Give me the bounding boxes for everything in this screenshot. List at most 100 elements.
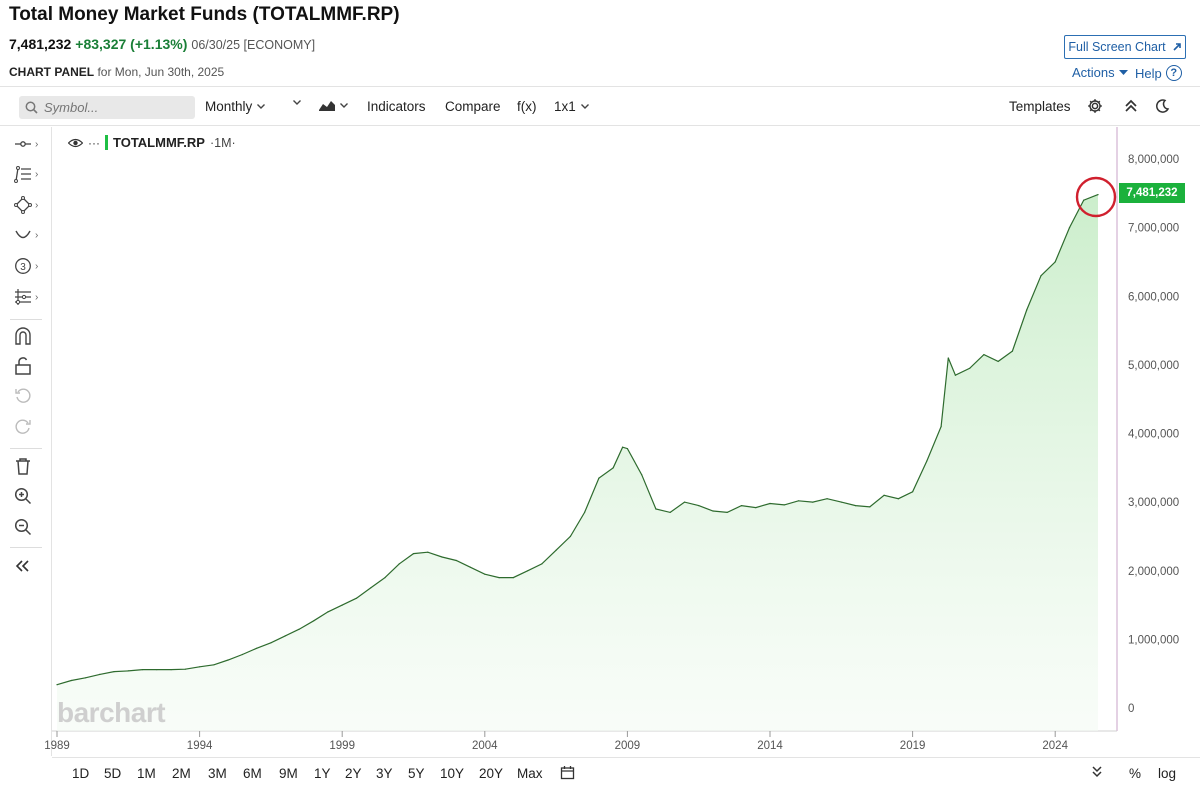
chevron-down-icon: [580, 104, 589, 109]
data-point: [954, 374, 957, 376]
data-point: [1054, 261, 1056, 263]
redo-button[interactable]: [14, 415, 50, 439]
data-point: [883, 494, 885, 496]
y-tick-label: 3,000,000: [1128, 497, 1179, 509]
data-point: [655, 508, 657, 510]
interval-dropdown[interactable]: Monthly: [205, 99, 266, 114]
range-button-1y[interactable]: 1Y: [314, 766, 331, 781]
y-tick-label: 6,000,000: [1128, 291, 1179, 303]
data-point: [812, 501, 814, 503]
data-point: [926, 460, 928, 462]
divider: [10, 319, 42, 320]
data-point: [341, 604, 343, 606]
data-point: [427, 551, 429, 553]
curve-tools-button[interactable]: ›: [14, 223, 50, 247]
data-point: [227, 659, 229, 661]
chevron-right-icon: ›: [35, 229, 39, 241]
lock-button[interactable]: [14, 354, 50, 378]
quote-date: 06/30/25 [ECONOMY]: [191, 38, 316, 52]
more-options-icon[interactable]: ···: [88, 135, 100, 150]
fib-tools-button[interactable]: ›: [14, 162, 50, 186]
range-button-5y[interactable]: 5Y: [408, 766, 425, 781]
magnet-button[interactable]: [14, 324, 50, 348]
range-button-max[interactable]: Max: [517, 766, 543, 781]
data-point: [797, 500, 800, 502]
actions-menu[interactable]: Actions: [1072, 65, 1128, 80]
range-button-1m[interactable]: 1M: [137, 766, 156, 781]
function-button[interactable]: f(x): [517, 99, 537, 114]
range-button-3m[interactable]: 3M: [208, 766, 227, 781]
help-link[interactable]: Help ?: [1135, 65, 1182, 81]
range-button-5d[interactable]: 5D: [104, 766, 122, 781]
numbered-pattern-icon: 3: [15, 258, 31, 274]
percent-scale-button[interactable]: %: [1129, 766, 1142, 781]
data-point: [755, 507, 757, 509]
range-button-6m[interactable]: 6M: [243, 766, 262, 781]
delete-drawings-button[interactable]: [14, 454, 50, 478]
range-button-2m[interactable]: 2M: [172, 766, 191, 781]
indicators-button[interactable]: Indicators: [367, 99, 426, 114]
magnet-icon: [15, 327, 31, 345]
data-point: [412, 553, 415, 555]
templates-button[interactable]: Templates: [1009, 99, 1071, 114]
data-point: [199, 666, 201, 668]
data-point: [256, 647, 258, 649]
date-picker-button[interactable]: [560, 765, 575, 783]
chart-panel-label: CHART PANEL: [9, 65, 95, 79]
full-screen-chart-button[interactable]: Full Screen Chart: [1064, 35, 1186, 59]
range-button-9m[interactable]: 9M: [279, 766, 298, 781]
data-point: [1011, 350, 1014, 352]
range-expand-button[interactable]: [1091, 765, 1103, 782]
pattern-tools-button[interactable]: 3 ›: [14, 254, 50, 278]
shape-tools-button[interactable]: ›: [14, 193, 50, 217]
series-line: [56, 194, 1099, 686]
collapse-toolbar-button[interactable]: [14, 554, 50, 578]
range-button-1d[interactable]: 1D: [72, 766, 90, 781]
range-button-10y[interactable]: 10Y: [440, 766, 465, 781]
data-point: [1068, 227, 1071, 229]
compare-button[interactable]: Compare: [445, 99, 501, 114]
collapse-header-button[interactable]: [1124, 98, 1138, 114]
y-tick-label: 1,000,000: [1128, 634, 1179, 646]
layout-dropdown[interactable]: 1x1: [554, 99, 590, 114]
chart-type-dropdown[interactable]: [319, 99, 349, 111]
help-label: Help: [1135, 65, 1162, 81]
symbol-search[interactable]: [19, 96, 195, 119]
divider: [10, 448, 42, 449]
line-tools-button[interactable]: ›: [14, 132, 50, 156]
eye-icon[interactable]: [68, 138, 83, 148]
data-point: [541, 563, 543, 565]
line-tool-icon: [15, 141, 31, 147]
data-point: [740, 505, 743, 507]
measure-tools-button[interactable]: ›: [14, 285, 50, 309]
settings-button[interactable]: [1087, 98, 1103, 114]
range-button-20y[interactable]: 20Y: [479, 766, 504, 781]
log-scale-button[interactable]: log: [1158, 766, 1177, 781]
drawing-toolbar: › › › › 3 › ›: [0, 127, 52, 756]
chart-settings-dropdown[interactable]: [292, 99, 302, 106]
range-button-2y[interactable]: 2Y: [345, 766, 362, 781]
x-tick-label: 1989: [44, 740, 70, 752]
data-point: [626, 448, 629, 450]
data-point: [869, 506, 871, 508]
chart-canvas[interactable]: 8,000,000 7,000,000 6,000,000 5,000,000 4,00…: [0, 0, 1200, 757]
data-point: [569, 535, 572, 538]
data-point: [840, 501, 842, 503]
zoom-out-button[interactable]: [14, 515, 50, 539]
range-button-3y[interactable]: 3Y: [376, 766, 393, 781]
y-tick-label: 2,000,000: [1128, 566, 1179, 578]
data-point: [997, 360, 999, 362]
dark-mode-toggle[interactable]: [1154, 98, 1170, 114]
data-point: [241, 653, 243, 656]
quote-line: 7,481,232 +83,327 (+1.13%) 06/30/25 [ECONO…: [9, 36, 315, 52]
data-point: [555, 549, 557, 551]
undo-button[interactable]: [14, 384, 50, 408]
page-title: Total Money Market Funds (TOTALMMF.RP): [9, 4, 400, 25]
data-point: [769, 502, 771, 505]
data-point: [213, 664, 215, 666]
zoom-in-button[interactable]: [14, 484, 50, 508]
data-point: [969, 367, 971, 369]
chevron-right-icon: ›: [35, 138, 39, 150]
data-point: [947, 357, 949, 359]
symbol-input[interactable]: [44, 100, 184, 115]
